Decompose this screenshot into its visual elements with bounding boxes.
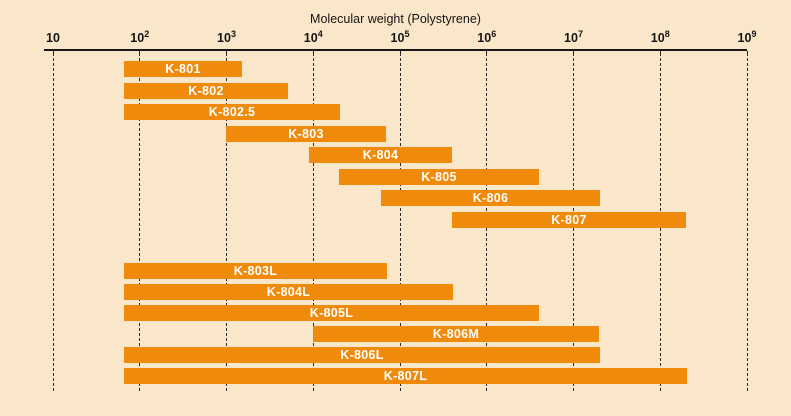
range-bar-k-805: K-805 (339, 169, 539, 185)
range-bar-k-805l: K-805L (124, 305, 539, 321)
x-axis-title: Molecular weight (Polystyrene) (310, 12, 481, 26)
x-axis-line (44, 49, 747, 51)
x-tick-label-10e2: 102 (130, 28, 150, 45)
gridline-10e5 (399, 53, 401, 391)
gridline-10e4 (312, 53, 314, 391)
x-tick-label-10e4: 104 (303, 28, 323, 45)
x-tick-label-10e6: 106 (477, 28, 497, 45)
range-bar-k-806l: K-806L (124, 347, 600, 363)
x-tick-label-10e5: 105 (390, 28, 410, 45)
range-bar-k-802: K-802 (124, 83, 288, 99)
range-bar-k-803l: K-803L (124, 263, 387, 279)
x-tick-label-10e3: 103 (217, 28, 236, 45)
x-tick-label-10e8: 108 (650, 28, 670, 45)
range-bar-k-804l: K-804L (124, 284, 453, 300)
range-bar-k-801: K-801 (124, 61, 242, 77)
range-bar-k-803: K-803 (226, 126, 386, 142)
range-bar-k-806: K-806 (381, 190, 600, 206)
gridline-10e1 (52, 53, 54, 391)
range-bar-k-807l: K-807L (124, 368, 687, 384)
x-tick-label-10e9: 109 (737, 28, 757, 45)
range-bar-k-802.5: K-802.5 (124, 104, 340, 120)
range-bar-k-806m: K-806M (313, 326, 599, 342)
range-bar-k-807: K-807 (452, 212, 686, 228)
gridline-10e2 (139, 53, 141, 391)
gridline-10e9 (746, 53, 748, 391)
gridline-10e3 (226, 53, 227, 391)
x-tick-label-10e7: 107 (564, 28, 583, 45)
x-tick-label-10e1: 10 (46, 31, 60, 45)
range-bar-k-804: K-804 (309, 147, 452, 163)
